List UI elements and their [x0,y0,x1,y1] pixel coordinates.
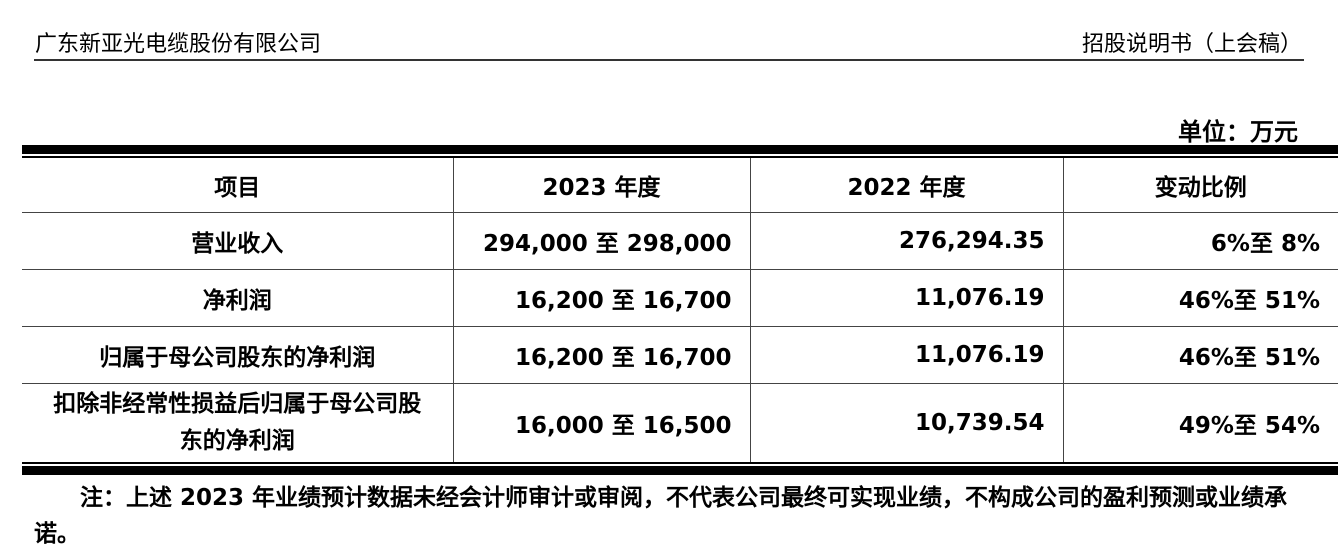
cell-2023: 294,000 至 298,000 [452,212,750,270]
row-label: 净利润 [22,269,453,327]
table-header-row: 项目 2023 年度 2022 年度 变动比例 [22,158,1338,213]
forecast-table: 项目 2023 年度 2022 年度 变动比例 营业收入 294,000 至 2… [22,158,1338,462]
unit-label: 单位：万元 [1178,118,1298,146]
cell-change: 49%至 54% [1062,383,1338,462]
footnote: 注：上述 2023 年业绩预计数据未经会计师审计或审阅，不代表公司最终可实现业绩… [34,485,1288,547]
document-title: 招股说明书（上会稿） [1081,32,1302,57]
table-row: 净利润 16,200 至 16,700 11,076.19 46%至 51% [22,269,1338,327]
row-label: 扣除非经常性损益后归属于母公司股东的净利润 [53,390,422,454]
row-label: 归属于母公司股东的净利润 [22,326,453,384]
cell-2022: 10,739.54 [749,383,1063,462]
company-name: 广东新亚光电缆股份有限公司 [35,32,322,57]
column-header: 项目 [22,158,453,213]
table-row: 归属于母公司股东的净利润 16,200 至 16,700 11,076.19 4… [22,326,1338,384]
table-top-border-thin [22,156,1338,158]
cell-2022: 276,294.35 [749,212,1063,270]
table-bottom-border-thin [22,462,1338,464]
column-header: 变动比例 [1062,158,1338,213]
cell-2022: 11,076.19 [749,326,1063,384]
table-row: 营业收入 294,000 至 298,000 276,294.35 6%至 8% [22,212,1338,270]
table-row: 扣除非经常性损益后归属于母公司股东的净利润 16,000 至 16,500 10… [22,383,1338,462]
header-divider [34,59,1304,61]
cell-change: 46%至 51% [1062,269,1338,327]
cell-change: 6%至 8% [1062,212,1338,270]
cell-2023: 16,200 至 16,700 [452,269,750,327]
column-header: 2023 年度 [452,158,750,213]
table-bottom-border [22,466,1338,475]
cell-2023: 16,200 至 16,700 [452,326,750,384]
cell-2023: 16,000 至 16,500 [452,383,750,462]
cell-change: 46%至 51% [1062,326,1338,384]
cell-2022: 11,076.19 [749,269,1063,327]
row-label: 营业收入 [22,212,453,270]
column-header: 2022 年度 [749,158,1063,213]
table-top-border [22,145,1338,154]
